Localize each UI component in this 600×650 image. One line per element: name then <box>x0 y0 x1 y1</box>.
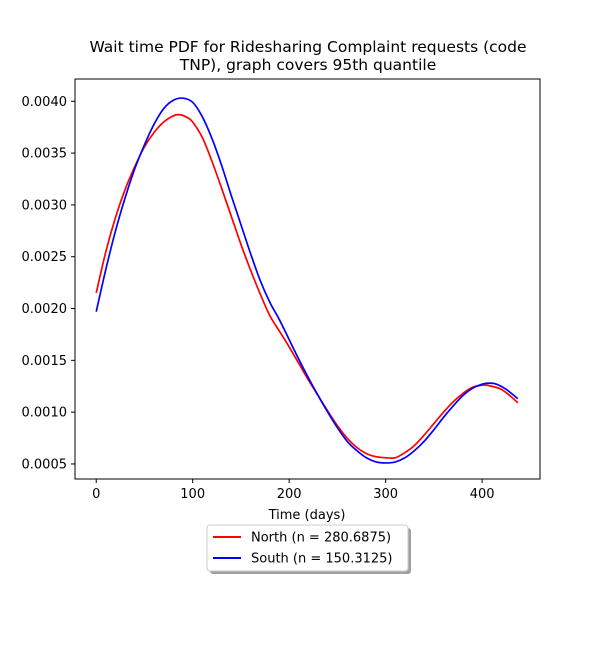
legend-label-south: South (n = 150.3125) <box>251 552 392 567</box>
y-tick-label: 0.0020 <box>22 302 68 317</box>
x-tick-label: 200 <box>277 487 302 502</box>
y-tick-label: 0.0005 <box>22 457 68 472</box>
y-tick-label: 0.0030 <box>22 198 68 213</box>
series-lines <box>95 97 519 464</box>
series-line-south <box>95 97 519 464</box>
series-line-north <box>95 113 519 460</box>
legend-box <box>206 524 409 572</box>
x-tick-label: 0 <box>92 487 100 502</box>
legend: North (n = 280.6875) South (n = 150.3125… <box>206 524 411 574</box>
x-tick-label: 300 <box>373 487 398 502</box>
x-axis: 0 100 200 300 400 <box>92 479 495 502</box>
x-axis-label: Time (days) <box>268 508 346 523</box>
chart-title-line-2: TNP), graph covers 95th quantile <box>179 56 436 74</box>
x-tick-label: 400 <box>470 487 495 502</box>
y-tick-label: 0.0025 <box>22 250 68 265</box>
x-tick-label: 100 <box>180 487 205 502</box>
y-tick-label: 0.0040 <box>22 95 68 110</box>
y-axis: 0.0005 0.0010 0.0015 0.0020 0.0025 0.0030 0.00… <box>22 95 75 472</box>
legend-label-north: North (n = 280.6875) <box>251 531 391 546</box>
plot-area <box>74 78 541 480</box>
y-tick-label: 0.0035 <box>22 147 68 162</box>
chart-title-line-1: Wait time PDF for Ridesharing Complaint … <box>89 38 526 56</box>
y-tick-label: 0.0010 <box>22 406 68 421</box>
y-tick-label: 0.0015 <box>22 354 68 369</box>
